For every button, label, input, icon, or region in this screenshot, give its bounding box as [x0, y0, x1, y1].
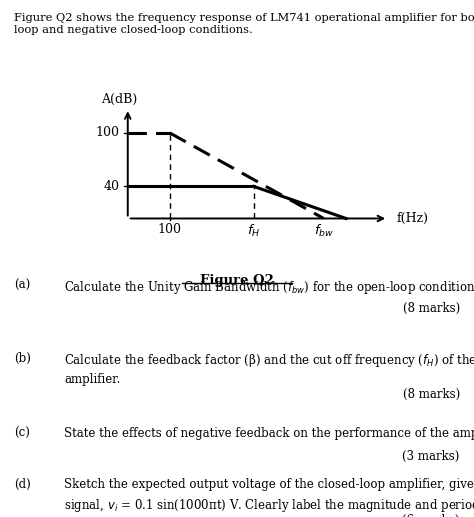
Text: Calculate the Unity Gain Bandwidth ($f_{bw}$) for the open-loop condition.: Calculate the Unity Gain Bandwidth ($f_{… — [64, 279, 474, 296]
Text: Sketch the expected output voltage of the closed-loop amplifier, given the input: Sketch the expected output voltage of th… — [64, 478, 474, 513]
Text: (b): (b) — [14, 352, 31, 364]
Text: Figure Q2: Figure Q2 — [200, 274, 274, 287]
Text: Figure Q2 shows the frequency response of LM741 operational amplifier for both o: Figure Q2 shows the frequency response o… — [14, 13, 474, 23]
Text: State the effects of negative feedback on the performance of the amplifier.: State the effects of negative feedback o… — [64, 427, 474, 439]
Text: $f_{bw}$: $f_{bw}$ — [314, 223, 334, 239]
Text: 40: 40 — [103, 180, 119, 193]
Text: (c): (c) — [14, 427, 30, 439]
Text: 100: 100 — [95, 126, 119, 140]
Text: loop and negative closed-loop conditions.: loop and negative closed-loop conditions… — [14, 25, 253, 35]
Text: (d): (d) — [14, 478, 31, 491]
Text: Calculate the feedback factor (β) and the cut off frequency ($f_H$) of the close: Calculate the feedback factor (β) and th… — [64, 352, 474, 386]
Text: (6 marks): (6 marks) — [402, 514, 460, 517]
Text: (3 marks): (3 marks) — [402, 450, 460, 463]
Text: (a): (a) — [14, 279, 30, 292]
Text: $f_H$: $f_H$ — [247, 223, 260, 239]
Text: A(dB): A(dB) — [101, 93, 137, 106]
Text: (8 marks): (8 marks) — [402, 302, 460, 315]
Text: (8 marks): (8 marks) — [402, 388, 460, 401]
Text: f(Hz): f(Hz) — [396, 212, 428, 225]
Text: 100: 100 — [158, 223, 182, 236]
